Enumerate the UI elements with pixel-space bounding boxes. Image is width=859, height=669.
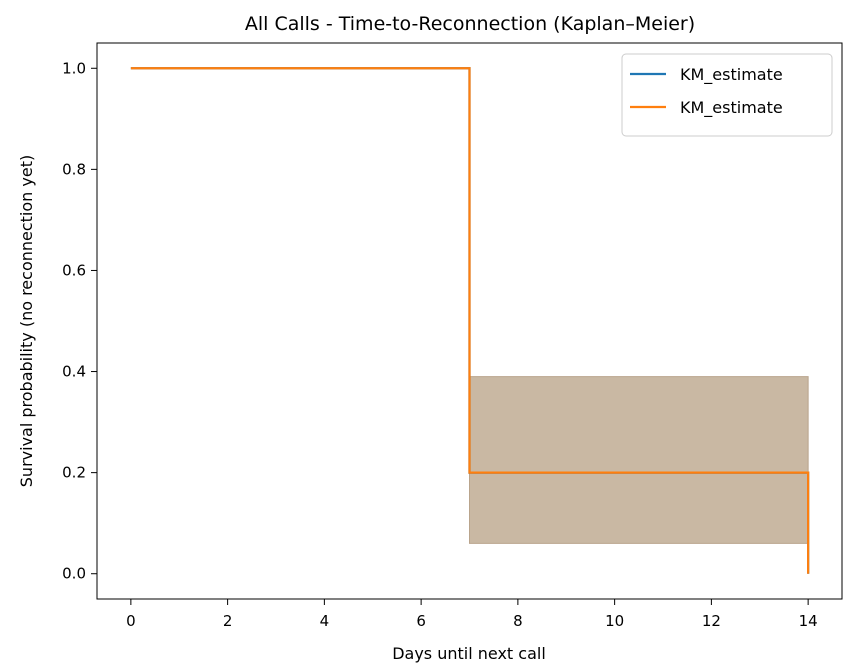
y-tick-label: 0.6 (62, 261, 86, 279)
y-tick-label: 0.8 (62, 160, 86, 178)
chart-title: All Calls - Time-to-Reconnection (Kaplan… (245, 13, 695, 35)
y-tick-label: 0.0 (62, 565, 86, 583)
x-tick-label: 4 (320, 612, 330, 630)
x-tick-label: 12 (702, 612, 721, 630)
legend-box (621, 53, 833, 137)
y-axis-label: Survival probability (no reconnection ye… (17, 155, 36, 487)
y-axis: 0.0 0.2 0.4 0.6 0.8 1.0 (62, 59, 97, 583)
legend: KM_estimate KM_estimate (621, 53, 833, 137)
plot-frame (96, 42, 843, 600)
y-tick-label: 0.4 (62, 363, 86, 381)
x-axis-label: Days until next call (392, 644, 546, 663)
x-tick-label: 8 (513, 612, 523, 630)
legend-label: KM_estimate (680, 98, 783, 118)
x-axis: 0 2 4 6 8 10 12 14 (126, 599, 818, 630)
x-tick-label: 0 (126, 612, 136, 630)
x-tick-label: 2 (223, 612, 233, 630)
y-tick-label: 1.0 (62, 59, 86, 77)
legend-label: KM_estimate (680, 65, 783, 85)
x-tick-label: 10 (605, 612, 624, 630)
plot-area (130, 67, 810, 574)
x-tick-label: 14 (799, 612, 818, 630)
x-tick-label: 6 (416, 612, 426, 630)
confidence-band (469, 376, 809, 544)
y-tick-label: 0.2 (62, 464, 86, 482)
series-line-2 (130, 67, 810, 574)
